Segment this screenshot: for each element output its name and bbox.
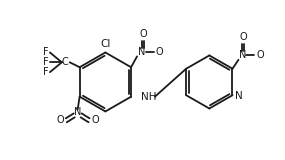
Text: O: O: [56, 115, 64, 125]
Text: N: N: [239, 50, 246, 60]
Text: C: C: [61, 57, 68, 67]
Text: O: O: [256, 50, 264, 60]
Text: N: N: [235, 91, 243, 101]
Text: NH: NH: [141, 92, 156, 102]
Text: N: N: [138, 47, 146, 56]
Text: F: F: [43, 57, 49, 67]
Text: O: O: [91, 115, 99, 125]
Text: Cl: Cl: [100, 39, 111, 48]
Text: F: F: [43, 67, 49, 77]
Text: O: O: [139, 29, 147, 39]
Text: F: F: [43, 48, 49, 57]
Text: O: O: [240, 32, 247, 42]
Text: N: N: [74, 107, 81, 117]
Text: O: O: [156, 47, 164, 56]
